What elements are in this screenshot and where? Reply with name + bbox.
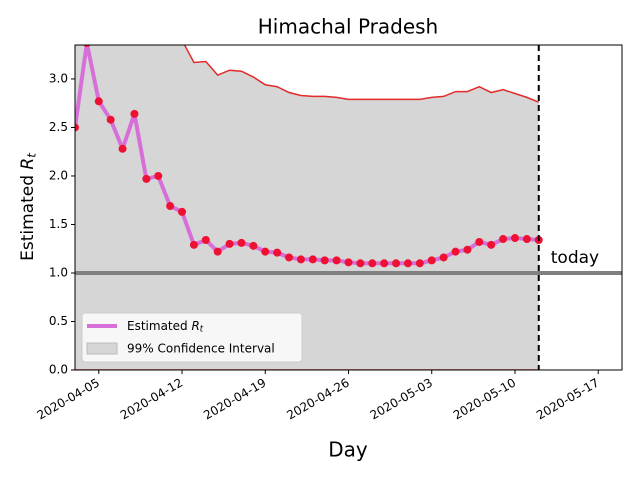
data-point — [118, 144, 127, 153]
y-tick-label: 0.5 — [49, 314, 68, 328]
data-point — [499, 235, 508, 244]
y-tick-label: 1.0 — [49, 265, 68, 279]
x-axis-label: Day — [328, 438, 368, 462]
data-point — [237, 238, 246, 247]
data-point — [94, 97, 103, 106]
data-point — [75, 123, 79, 132]
confidence-upper — [183, 45, 540, 103]
data-point — [415, 259, 424, 268]
legend-area-sample — [86, 342, 118, 355]
data-point — [332, 256, 341, 265]
confidence-area — [75, 45, 539, 370]
label-symbol: R — [191, 319, 199, 333]
label-text: Estimated — [18, 170, 38, 261]
x-tick-label: 2020-04-19 — [201, 376, 268, 423]
data-point — [296, 255, 305, 264]
data-point — [344, 258, 353, 267]
data-point — [403, 259, 412, 268]
data-point — [154, 171, 163, 180]
y-tick-label: 2.5 — [49, 120, 68, 134]
data-point — [380, 259, 389, 268]
y-tick-label: 0.0 — [49, 363, 68, 377]
data-point — [106, 115, 115, 124]
legend: Estimated Rt 99% Confidence Interval — [81, 312, 303, 363]
data-point — [213, 247, 222, 256]
data-point — [225, 239, 234, 248]
x-tick-label: 2020-04-05 — [35, 376, 102, 423]
x-tick-label: 2020-05-10 — [451, 376, 518, 423]
data-point — [368, 259, 377, 268]
data-point — [273, 248, 282, 257]
chart-title: Himachal Pradesh — [258, 15, 438, 39]
data-point — [83, 45, 91, 48]
data-point — [308, 255, 317, 264]
data-point — [285, 253, 294, 262]
label-subscript: t — [200, 323, 204, 333]
x-tick-label: 2020-05-03 — [368, 376, 435, 423]
data-point — [392, 259, 401, 268]
data-point — [510, 234, 519, 243]
data-point — [178, 207, 187, 216]
x-tick-label: 2020-05-17 — [534, 376, 601, 423]
data-point — [261, 247, 270, 256]
y-tick-label: 2.0 — [49, 168, 68, 182]
plot-area — [75, 45, 622, 370]
series-line — [75, 45, 539, 266]
data-point — [463, 245, 472, 254]
data-point — [451, 247, 460, 256]
data-point — [427, 256, 436, 265]
data-point — [439, 253, 448, 262]
data-point — [142, 174, 151, 183]
data-point — [320, 256, 329, 265]
data-point — [189, 240, 198, 249]
data-point — [475, 237, 484, 246]
label-text: Estimated — [127, 319, 191, 333]
today-label: today — [551, 248, 599, 268]
data-point — [487, 240, 496, 249]
x-tick-label: 2020-04-26 — [284, 376, 351, 423]
data-point — [166, 202, 175, 211]
y-tick-label: 3.0 — [49, 71, 68, 85]
data-point — [130, 109, 139, 118]
y-axis-label: Estimated Rt — [18, 152, 38, 261]
data-point — [249, 241, 258, 250]
data-point — [356, 259, 365, 268]
legend-box — [81, 312, 303, 363]
legend-label: 99% Confidence Interval — [127, 342, 275, 356]
x-tick-label: 2020-04-12 — [118, 376, 185, 423]
data-point — [201, 236, 210, 244]
legend-label: Estimated Rt — [127, 319, 204, 334]
label-subscript: t — [24, 152, 38, 158]
label-symbol: R — [18, 158, 38, 170]
data-point — [522, 235, 531, 244]
y-tick-label: 1.5 — [49, 217, 68, 231]
